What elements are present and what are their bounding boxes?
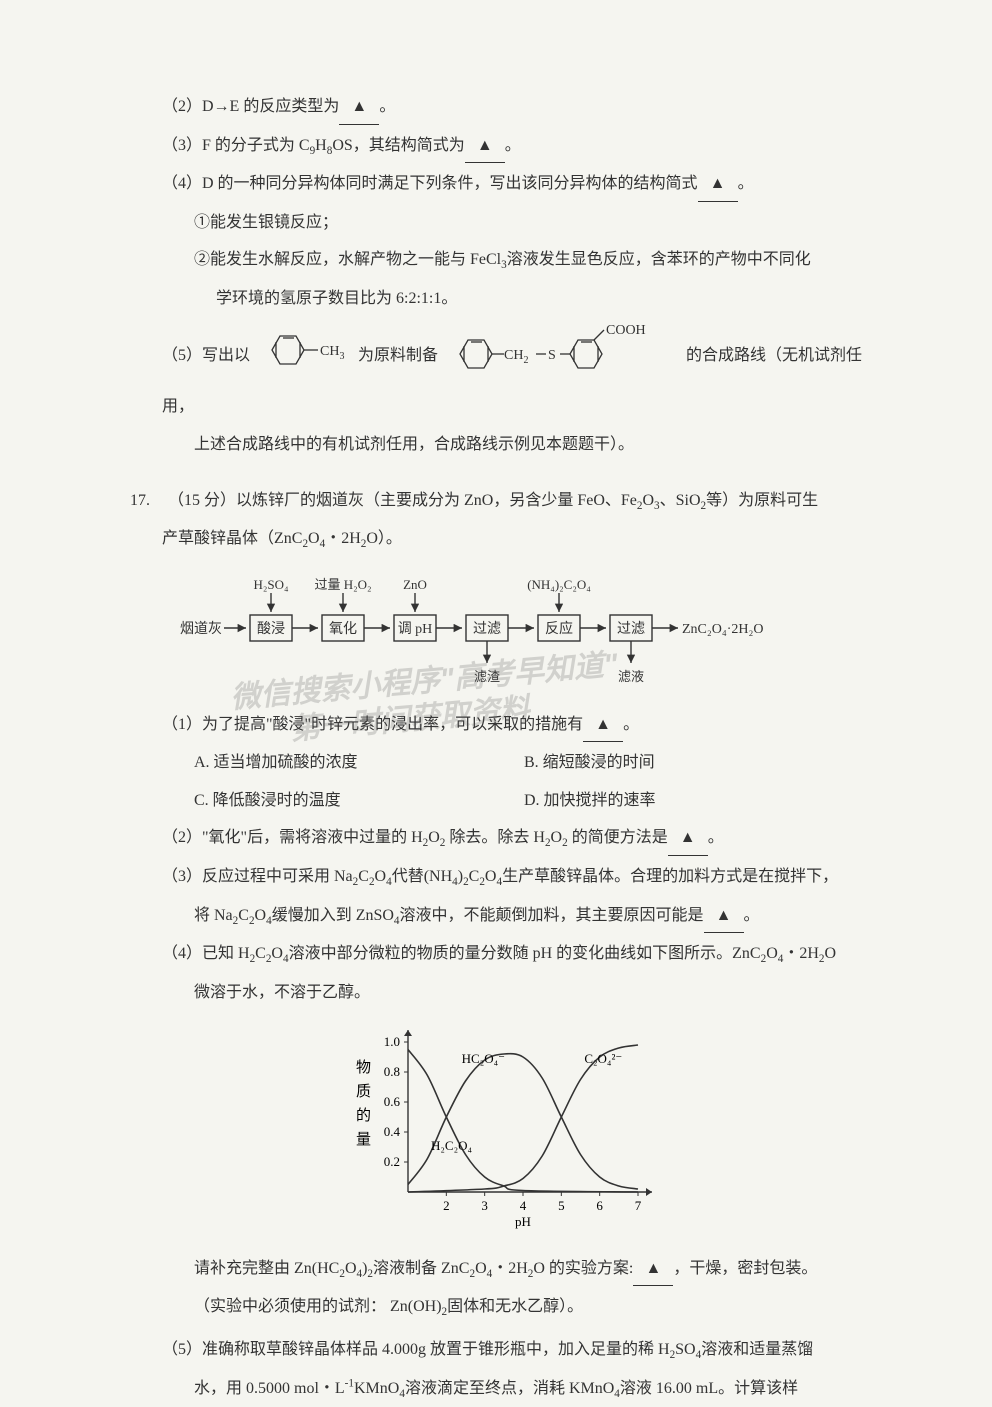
svg-text:氧化: 氧化 <box>329 621 357 637</box>
q17-intro-2: 产草酸锌晶体（ZnC2O4・2H2O）。 <box>130 522 882 557</box>
svg-text:反应: 反应 <box>545 620 573 637</box>
blank: ▲ <box>339 90 379 125</box>
svg-text:6: 6 <box>596 1198 603 1213</box>
q16-p4: （4）D 的一种同分异构体同时满足下列条件，写出该同分异构体的结构简式▲。 <box>130 167 882 202</box>
svg-text:5: 5 <box>558 1198 565 1213</box>
svg-text:HC₂O₄⁻: HC₂O₄⁻ <box>462 1051 505 1066</box>
svg-text:3: 3 <box>481 1198 488 1213</box>
flowchart: 烟道灰 酸浸 氧化 调 pH 过滤 反应 过滤 ZnC₂O₄·2H₂O H₂SO₄ 过量 H₂O₂… <box>180 573 882 696</box>
svg-text:烟道灰: 烟道灰 <box>180 621 222 637</box>
svg-text:量: 量 <box>356 1132 371 1148</box>
svg-text:ZnC₂O₄·2H₂O: ZnC₂O₄·2H₂O <box>682 622 764 637</box>
svg-text:0.6: 0.6 <box>384 1094 401 1109</box>
q16-p3: （3）F 的分子式为 C9H8OS，其结构简式为▲。 <box>130 129 882 164</box>
q17-opts-1: A. 适当增加硫酸的浓度 B. 缩短酸浸的时间 <box>130 746 882 780</box>
svg-text:ZnO: ZnO <box>403 577 427 592</box>
q17-p4a: （4）已知 H2C2O4溶液中部分微粒的物质的量分数随 pH 的变化曲线如下图所… <box>130 937 882 972</box>
q17-p4d: （实验中必须使用的试剂： Zn(OH)2固体和无水乙醇）。 <box>130 1290 882 1325</box>
svg-text:过量 H₂O₂: 过量 H₂O₂ <box>314 577 371 592</box>
q16-p5: （5）写出以 CH3 为原料制备 CH2 S <box>130 322 882 424</box>
svg-text:CH3: CH3 <box>320 344 344 362</box>
svg-text:物: 物 <box>356 1059 371 1076</box>
blank: ▲ <box>704 899 744 934</box>
blank: ▲ <box>633 1252 673 1287</box>
svg-text:H₂C₂O₄: H₂C₂O₄ <box>431 1138 473 1153</box>
opt-b: B. 缩短酸浸的时间 <box>524 746 655 780</box>
blank: ▲ <box>583 708 623 743</box>
q17-num: 17. <box>130 484 168 518</box>
q17-p5b: 水，用 0.5000 mol・L-1KMnO4溶液滴定至终点，消耗 KMnO4溶… <box>130 1372 882 1407</box>
svg-text:过滤: 过滤 <box>617 621 645 637</box>
q17-intro: 17.（15 分）以炼锌厂的烟道灰（主要成分为 ZnO，另含少量 FeO、Fe2… <box>130 484 882 519</box>
q17-p2: （2）"氧化"后，需将溶液中过量的 H2O2 除去。除去 H2O2 的简便方法是… <box>130 821 882 856</box>
svg-text:过滤: 过滤 <box>473 621 501 637</box>
svg-text:质: 质 <box>356 1083 371 1100</box>
blank: ▲ <box>698 167 738 202</box>
svg-text:酸浸: 酸浸 <box>257 621 285 637</box>
svg-text:(NH₄)₂C₂O₄: (NH₄)₂C₂O₄ <box>527 577 591 592</box>
svg-text:7: 7 <box>635 1198 642 1213</box>
q17-p1: （1）为了提高"酸浸"时锌元素的浸出率，可以采取的措施有▲。 <box>130 708 882 743</box>
q17-p3a: （3）反应过程中可采用 Na2C2O4代替(NH4)2C2O4生产草酸锌晶体。合… <box>130 860 882 895</box>
svg-text:滤渣: 滤渣 <box>474 669 500 683</box>
svg-text:调 pH: 调 pH <box>398 621 433 637</box>
q17-opts-2: C. 降低酸浸时的温度 D. 加快搅拌的速率 <box>130 784 882 818</box>
svg-text:0.2: 0.2 <box>384 1154 400 1169</box>
svg-text:0.8: 0.8 <box>384 1064 400 1079</box>
q17-p4b: 微溶于水，不溶于乙醇。 <box>130 976 882 1010</box>
q16-p4-1: ①能发生银镜反应； <box>130 206 882 240</box>
svg-text:H₂SO₄: H₂SO₄ <box>253 577 289 592</box>
target-structure: CH2 S COOH <box>442 322 682 391</box>
q17-p4c: 请补充完整由 Zn(HC2O4)2溶液制备 ZnC2O4・2H2O 的实验方案:… <box>130 1252 882 1287</box>
svg-text:S: S <box>548 348 556 363</box>
svg-text:2: 2 <box>443 1198 450 1213</box>
q16-p5-d: 上述合成路线中的有机试剂任用，合成路线示例见本题题干）。 <box>130 428 882 462</box>
benzene-ch3-structure: CH3 <box>254 328 354 385</box>
q16-p4-2a: ②能发生水解反应，水解产物之一能与 FeCl3溶液发生显色反应，含苯环的产物中不… <box>130 243 882 278</box>
q17-p3b: 将 Na2C2O4缓慢加入到 ZnSO4溶液中，不能颠倒加料，其主要原因可能是▲… <box>130 899 882 934</box>
blank: ▲ <box>668 821 708 856</box>
svg-text:1.0: 1.0 <box>384 1034 400 1049</box>
q16-p2: （2）D→E 的反应类型为▲。 <box>130 90 882 125</box>
q16-p2-text: （2）D→E 的反应类型为 <box>162 98 339 115</box>
svg-text:CH2: CH2 <box>504 348 528 366</box>
q16-p4-2b: 学环境的氢原子数目比为 6:2:1:1。 <box>130 282 882 316</box>
opt-c: C. 降低酸浸时的温度 <box>194 784 524 818</box>
q17-p5a: （5）准确称取草酸锌晶体样品 4.000g 放置于锥形瓶中，加入足量的稀 H2S… <box>130 1333 882 1368</box>
svg-text:4: 4 <box>520 1198 527 1213</box>
svg-text:滤液: 滤液 <box>618 669 644 683</box>
svg-text:COOH: COOH <box>606 323 646 338</box>
svg-text:0.4: 0.4 <box>384 1124 401 1139</box>
svg-text:C₂O₄²⁻: C₂O₄²⁻ <box>584 1051 622 1066</box>
ph-chart: 0.2 0.4 0.6 0.8 1.0 2 3 4 5 6 7 pH 物质的量 H₂C₂O₄ HC₂O₄⁻ C… <box>130 1022 882 1232</box>
opt-a: A. 适当增加硫酸的浓度 <box>194 746 524 780</box>
svg-text:的: 的 <box>356 1107 371 1124</box>
opt-d: D. 加快搅拌的速率 <box>524 784 656 818</box>
blank: ▲ <box>465 129 505 164</box>
svg-text:pH: pH <box>515 1214 531 1229</box>
